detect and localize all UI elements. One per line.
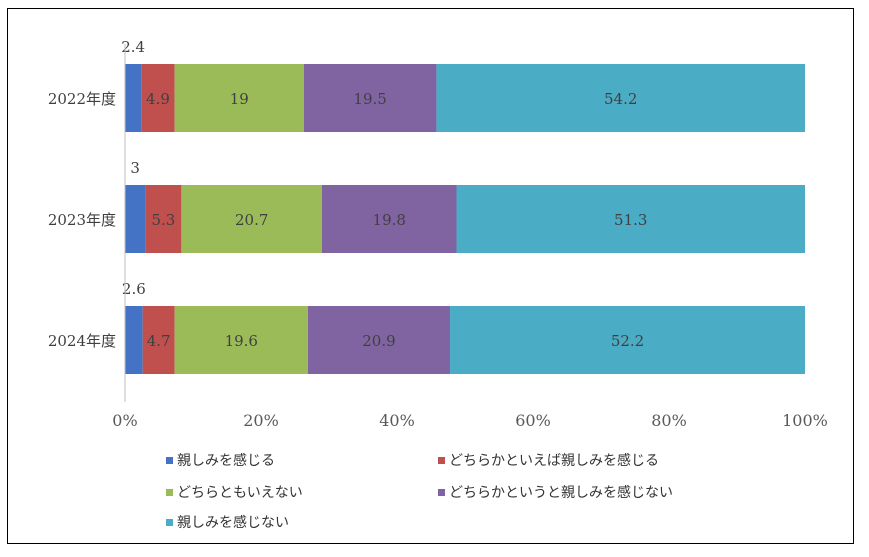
data-label-1-2: 20.7 [235,211,268,229]
x-tick-label-3: 60% [515,411,551,430]
bar-segment-0-0 [125,64,142,132]
bar-segment-0-3 [303,64,437,132]
x-tick-labels-layer: 0% 20% 40% 60% 80% 100% [112,411,828,430]
bar-segment-0-4 [436,64,805,132]
category-label-1: 2023年度 [48,211,116,229]
category-label-2: 2024年度 [48,332,116,350]
bar-segment-1-0 [125,185,146,253]
bar-segment-2-1 [142,306,175,374]
data-label-2-4: 52.2 [611,332,644,350]
data-label-0-0: 2.4 [121,38,145,56]
x-tick-label-4: 80% [651,411,687,430]
data-label-0-1: 4.9 [146,90,170,108]
bar-segment-1-2 [181,185,323,253]
data-label-0-3: 19.5 [353,90,386,108]
data-label-0-4: 54.2 [604,90,637,108]
x-tick-label-0: 0% [112,411,137,430]
data-labels-layer: 2.4 4.9 19 19.5 54.2 3 5.3 20.7 19.8 51.3 2.6 4.7 19… [121,38,647,350]
data-label-2-1: 4.7 [147,332,171,350]
bar-segment-1-3 [322,185,457,253]
category-label-0: 2022年度 [48,90,116,108]
data-label-2-0: 2.6 [122,280,146,298]
data-label-0-2: 19 [230,90,249,108]
category-labels-layer: 2022年度 2023年度 2024年度 [48,90,116,350]
bar-segment-0-1 [141,64,175,132]
x-tick-label-1: 20% [243,411,279,430]
bar-segment-2-3 [307,306,451,374]
data-label-1-3: 19.8 [373,211,406,229]
bar-segment-0-2 [174,64,304,132]
data-label-1-0: 3 [130,159,140,177]
bar-segment-2-0 [125,306,143,374]
bars-layer [125,64,805,374]
bar-segment-1-1 [145,185,182,253]
bar-segment-1-4 [456,185,805,253]
bar-segment-2-4 [450,306,805,374]
x-tick-label-2: 40% [379,411,415,430]
data-label-1-4: 51.3 [614,211,647,229]
data-label-2-3: 20.9 [362,332,395,350]
data-label-1-1: 5.3 [151,211,175,229]
data-label-2-2: 19.6 [225,332,258,350]
bar-segment-2-2 [174,306,308,374]
x-tick-label-5: 100% [782,411,828,430]
